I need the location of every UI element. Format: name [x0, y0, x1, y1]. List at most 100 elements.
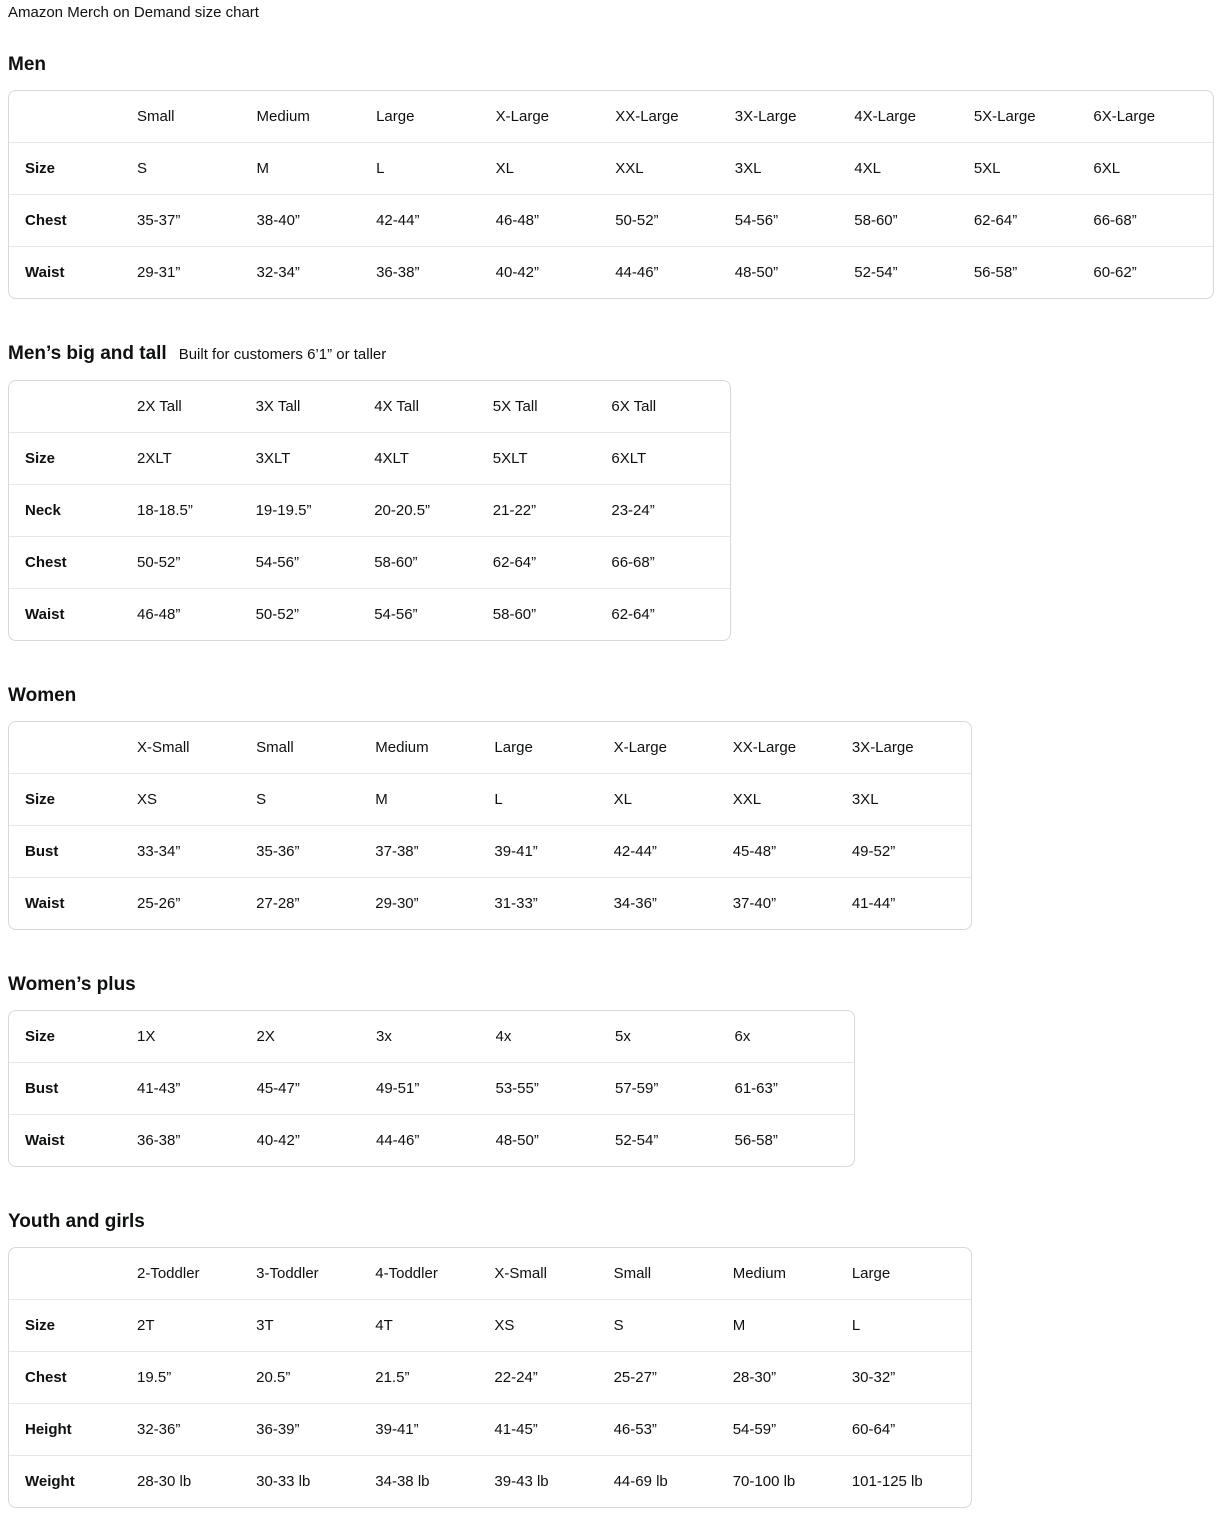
table-row: Size 2T 3T 4T XS S M L: [9, 1299, 971, 1351]
cell-value: 32-36”: [137, 1403, 257, 1455]
cell-value: 2X: [256, 1028, 275, 1045]
cell-value: 62-64”: [973, 194, 1094, 246]
cell-value: 45-48”: [732, 825, 852, 877]
column-header: 4X-Large: [854, 108, 916, 125]
column-header: 2-Toddler: [137, 1265, 200, 1282]
cell-value: 19-19.5”: [255, 484, 375, 536]
table-row: Size 1X 2X 3x 4x 5x 6x: [9, 1011, 854, 1062]
cell-value: S: [256, 773, 376, 825]
column-header: 3X-Large: [851, 739, 914, 756]
cell-value: 34-36”: [613, 877, 733, 929]
cell-value: 20-20.5”: [374, 484, 493, 536]
cell-value: 52-54”: [615, 1114, 735, 1166]
cell-value: 56-58”: [734, 1114, 854, 1166]
cell-value: 58-60”: [374, 536, 493, 588]
section-women: Women X-Small Small Medium Large X-Large XX-L…: [8, 683, 1214, 930]
table-row: Size 2XLT 3XLT 4XLT 5XLT 6XLT: [9, 432, 730, 484]
cell-value: 70-100 lb: [732, 1455, 852, 1507]
cell-value: 36-38”: [137, 1114, 257, 1166]
header-row: X-Small Small Medium Large X-Large XX-Large 3X…: [9, 722, 971, 773]
cell-value: 41-44”: [851, 877, 971, 929]
section-womens-plus: Women’s plus Size 1X 2X 3x 4x 5x 6x Bust 41-43” 4…: [8, 972, 1214, 1167]
section-heading-text: Men: [8, 54, 46, 75]
page-title: Amazon Merch on Demand size chart: [8, 4, 259, 21]
section-heading-men: Men: [8, 52, 1214, 78]
section-men: Men Small Medium Large X-Large XX-Large 3X-La…: [8, 52, 1214, 299]
table-row: Waist 29-31” 32-34” 36-38” 40-42” 44-46” 48-50…: [9, 246, 1213, 298]
men-table: Small Medium Large X-Large XX-Large 3X-Large 4…: [8, 90, 1214, 299]
column-header: 3X-Large: [734, 108, 797, 125]
cell-value: 44-46”: [376, 1114, 496, 1166]
cell-value: 60-64”: [851, 1403, 971, 1455]
column-header: Large: [494, 739, 533, 756]
cell-value: 5XL: [973, 142, 1094, 194]
cell-value: 58-60”: [854, 194, 974, 246]
row-label: Bust: [9, 825, 137, 877]
cell-value: M: [375, 773, 495, 825]
cell-value: 32-34”: [256, 246, 377, 298]
cell-value: 36-39”: [256, 1403, 376, 1455]
column-header: X-Small: [494, 1265, 547, 1282]
cell-value: 6x: [734, 1028, 751, 1045]
row-label: Weight: [9, 1455, 137, 1507]
cell-value: 19.5”: [137, 1351, 257, 1403]
cell-value: 36-38”: [376, 246, 496, 298]
cell-value: 33-34”: [137, 825, 257, 877]
column-header: 4-Toddler: [375, 1265, 438, 1282]
cell-value: 18-18.5”: [137, 484, 256, 536]
cell-value: 62-64”: [611, 588, 730, 640]
cell-value: 49-51”: [376, 1062, 496, 1114]
cell-value: 54-56”: [255, 536, 375, 588]
column-header: Large: [851, 1265, 891, 1282]
table-row: Size XS S M L XL XXL 3XL: [9, 773, 971, 825]
cell-value: L: [376, 142, 496, 194]
cell-value: 27-28”: [256, 877, 376, 929]
cell-value: 23-24”: [611, 484, 730, 536]
cell-value: 35-36”: [256, 825, 376, 877]
cell-value: 52-54”: [854, 246, 974, 298]
row-label: Size: [9, 142, 137, 194]
column-header: 3-Toddler: [256, 1265, 319, 1282]
cell-value: 34-38 lb: [375, 1455, 495, 1507]
cell-value: 56-58”: [973, 246, 1094, 298]
cell-value: 21.5”: [375, 1351, 495, 1403]
cell-value: 3XLT: [255, 432, 375, 484]
cell-value: S: [137, 142, 257, 194]
section-heading-text: Youth and girls: [8, 1211, 145, 1232]
column-header: Small: [256, 739, 294, 756]
row-label: Chest: [9, 1351, 137, 1403]
row-label: Waist: [9, 877, 137, 929]
cell-value: 25-27”: [613, 1351, 733, 1403]
cell-value: 37-38”: [375, 825, 495, 877]
cell-value: 48-50”: [495, 1114, 615, 1166]
cell-value: 50-52”: [615, 194, 735, 246]
cell-value: XL: [613, 773, 733, 825]
cell-value: 20.5”: [256, 1351, 376, 1403]
cell-value: 101-125 lb: [851, 1455, 971, 1507]
section-heading-women: Women: [8, 683, 1214, 709]
cell-value: S: [613, 1299, 733, 1351]
column-header: 2X Tall: [137, 398, 182, 415]
cell-value: 50-52”: [137, 536, 256, 588]
cell-value: 53-55”: [495, 1062, 615, 1114]
cell-value: 40-42”: [495, 246, 616, 298]
section-heading-text: Women’s plus: [8, 974, 136, 995]
cell-value: 2T: [137, 1299, 257, 1351]
row-label: Waist: [9, 1114, 137, 1166]
womens-plus-size-table-container: Size 1X 2X 3x 4x 5x 6x Bust 41-43” 45-47” 49-51” 53…: [8, 1010, 1214, 1167]
cell-value: 31-33”: [494, 877, 614, 929]
cell-value: 3T: [256, 1299, 376, 1351]
cell-value: 28-30”: [732, 1351, 852, 1403]
header-spacer-cell: [9, 722, 137, 773]
section-subtitle: Built for customers 6’1” or taller: [178, 346, 387, 363]
cell-value: 54-56”: [374, 588, 493, 640]
cell-value: 35-37”: [137, 194, 257, 246]
column-header: Small: [137, 108, 175, 125]
cell-value: L: [851, 1299, 971, 1351]
column-header: 5X-Large: [973, 108, 1036, 125]
cell-value: 3XL: [851, 773, 971, 825]
column-header: 4X Tall: [374, 398, 419, 415]
row-label: Height: [9, 1403, 137, 1455]
column-header: 3X Tall: [255, 398, 301, 415]
cell-value: 2XLT: [137, 432, 256, 484]
